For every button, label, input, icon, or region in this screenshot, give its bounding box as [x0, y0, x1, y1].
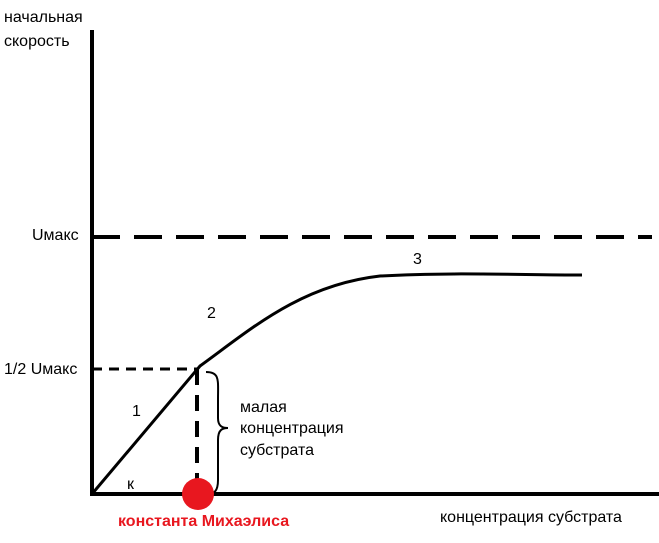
segment-label: 3 — [413, 251, 422, 268]
segment-label: 2 — [207, 305, 216, 322]
brace-note: концентрация — [240, 420, 344, 437]
km-point — [182, 478, 214, 510]
x-label: концентрация субстрата — [440, 509, 622, 526]
brace-note: малая — [240, 399, 287, 416]
curve — [90, 272, 583, 495]
brace — [205, 371, 229, 495]
y-label: начальная — [4, 9, 83, 26]
brace-note: субстрата — [240, 442, 314, 459]
michaelis-label: константа Михаэлиса — [118, 513, 289, 530]
y-label: скорость — [4, 33, 70, 50]
k-label: к — [127, 476, 135, 493]
vmax-label: Uмакс — [32, 227, 79, 244]
half-vmax-label: 1/2 Uмакс — [4, 361, 77, 378]
segment-label: 1 — [132, 403, 141, 420]
